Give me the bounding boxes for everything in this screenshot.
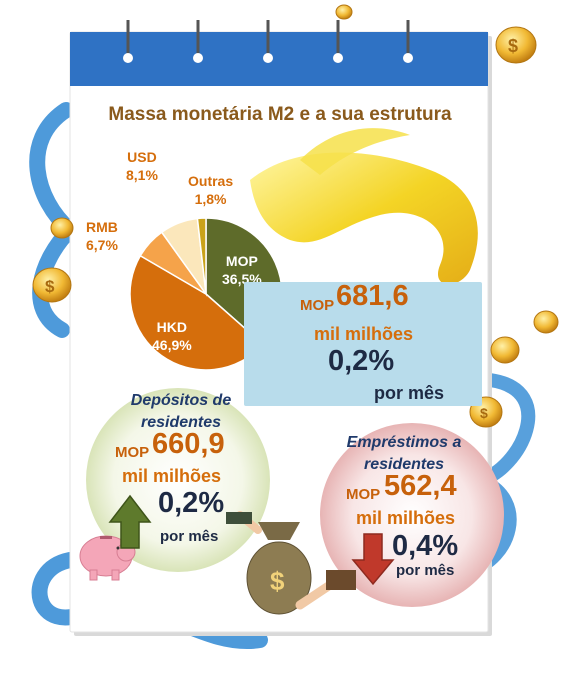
pie-label-rmb: RMB 6,7% xyxy=(86,218,118,254)
pie-slice-outras xyxy=(196,217,207,295)
coin-icon xyxy=(335,4,353,20)
pie-label-name: HKD xyxy=(156,319,188,335)
gold-splash xyxy=(250,152,478,285)
deposits-amount: 660,9 xyxy=(152,428,225,460)
pie-label-usd: USD 8,1% xyxy=(126,148,158,184)
loans-amount: 562,4 xyxy=(384,470,457,502)
pie-slice-hkd xyxy=(129,254,265,371)
pie-label-value: 46,9% xyxy=(152,337,192,353)
pie-label-hkd: HKD 46,9% xyxy=(152,318,192,354)
deposits-currency: MOP xyxy=(115,444,150,461)
svg-text:$: $ xyxy=(508,36,518,56)
svg-text:$: $ xyxy=(45,277,55,296)
svg-text:$: $ xyxy=(480,405,488,421)
m2-summary-panel xyxy=(244,282,482,406)
m2-unit: mil milhões xyxy=(314,324,414,344)
down-arrow-icon xyxy=(351,533,395,586)
loans-unit: mil milhões xyxy=(356,508,456,528)
m2-change: 0,2% xyxy=(328,345,395,377)
coin-icon: $ xyxy=(32,267,72,303)
pie-label-value: 8,1% xyxy=(126,167,158,183)
pie-label-outras: Outras 1,8% xyxy=(188,172,233,208)
m2-currency: MOP xyxy=(300,297,335,314)
pie-label-value: 6,7% xyxy=(86,237,118,253)
deposits-unit: mil milhões xyxy=(122,466,222,486)
coin-icon xyxy=(490,336,520,364)
loans-currency: MOP xyxy=(346,486,381,503)
money-bag-icon: $ xyxy=(226,511,356,615)
coin-icon xyxy=(533,310,559,334)
svg-text:$: $ xyxy=(270,566,285,596)
deposits-period: por mês xyxy=(160,528,219,545)
loans-period: por mês xyxy=(396,562,455,579)
deposits-title: Depósitos de residentes xyxy=(130,392,232,431)
loans-change: 0,4% xyxy=(392,530,459,562)
pie-label-name: MOP xyxy=(225,253,258,269)
pie-label-name: Outras xyxy=(188,173,234,189)
page-title: Massa monetária M2 e a sua estrutura xyxy=(108,104,452,125)
coin-icon: $ xyxy=(495,26,537,64)
calendar-ring-icon xyxy=(126,20,410,56)
m2-period: por mês xyxy=(374,383,445,403)
coin-icon xyxy=(50,217,74,239)
deposits-change: 0,2% xyxy=(158,487,225,519)
pie-label-name: RMB xyxy=(86,219,118,235)
loans-title: Empréstimos a residentes xyxy=(346,434,462,473)
pie-label-name: USD xyxy=(127,149,157,165)
pie-label-value: 1,8% xyxy=(194,191,227,207)
m2-amount: 681,6 xyxy=(336,280,409,312)
up-arrow-icon xyxy=(108,494,152,549)
